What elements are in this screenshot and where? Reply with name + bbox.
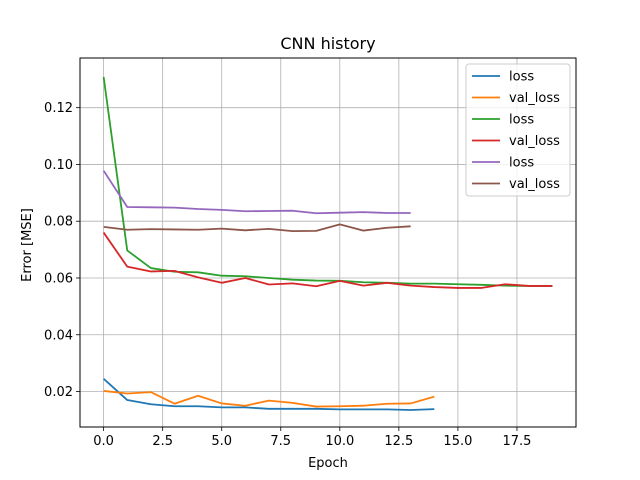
series-line-2 bbox=[103, 390, 435, 408]
y-tick-label: 0.06 bbox=[44, 271, 73, 286]
x-axis: 0.0 2.5 5.0 7.5 10.0 12.5 15.0 17.5 bbox=[93, 427, 531, 449]
y-tick-label: 0.04 bbox=[44, 328, 73, 343]
y-tick-label: 0.12 bbox=[44, 101, 73, 116]
series-line-5 bbox=[102, 170, 411, 215]
legend-label: loss bbox=[509, 156, 534, 171]
x-tick-label: 10.0 bbox=[325, 434, 354, 449]
x-tick-label: 15.0 bbox=[443, 434, 472, 449]
x-tick-label: 7.5 bbox=[270, 434, 291, 449]
legend-label: val_loss bbox=[509, 91, 560, 106]
y-tick-label: 0.10 bbox=[44, 158, 73, 173]
legend-label: val_loss bbox=[509, 134, 560, 149]
x-tick-label: 2.5 bbox=[152, 434, 173, 449]
legend-label: loss bbox=[509, 70, 534, 85]
series-layer bbox=[102, 76, 553, 411]
legend-label: val_loss bbox=[509, 177, 560, 192]
series-line-4 bbox=[102, 232, 553, 289]
x-tick-label: 17.5 bbox=[502, 434, 531, 449]
x-tick-label: 12.5 bbox=[384, 434, 413, 449]
x-tick-label: 5.0 bbox=[211, 434, 232, 449]
x-tick-label: 0.0 bbox=[93, 434, 114, 449]
chart-title: CNN history bbox=[280, 34, 375, 53]
y-tick-label: 0.02 bbox=[44, 385, 73, 400]
x-axis-label: Epoch bbox=[308, 456, 348, 471]
y-axis-label: Error [MSE] bbox=[20, 208, 35, 282]
legend-label: loss bbox=[509, 113, 534, 128]
y-tick-label: 0.08 bbox=[44, 215, 73, 230]
series-line-6 bbox=[103, 223, 411, 233]
y-axis: 0.02 0.04 0.06 0.08 0.10 0.12 bbox=[44, 101, 80, 400]
series-line-1 bbox=[103, 378, 435, 411]
plot-frame bbox=[79, 57, 577, 428]
